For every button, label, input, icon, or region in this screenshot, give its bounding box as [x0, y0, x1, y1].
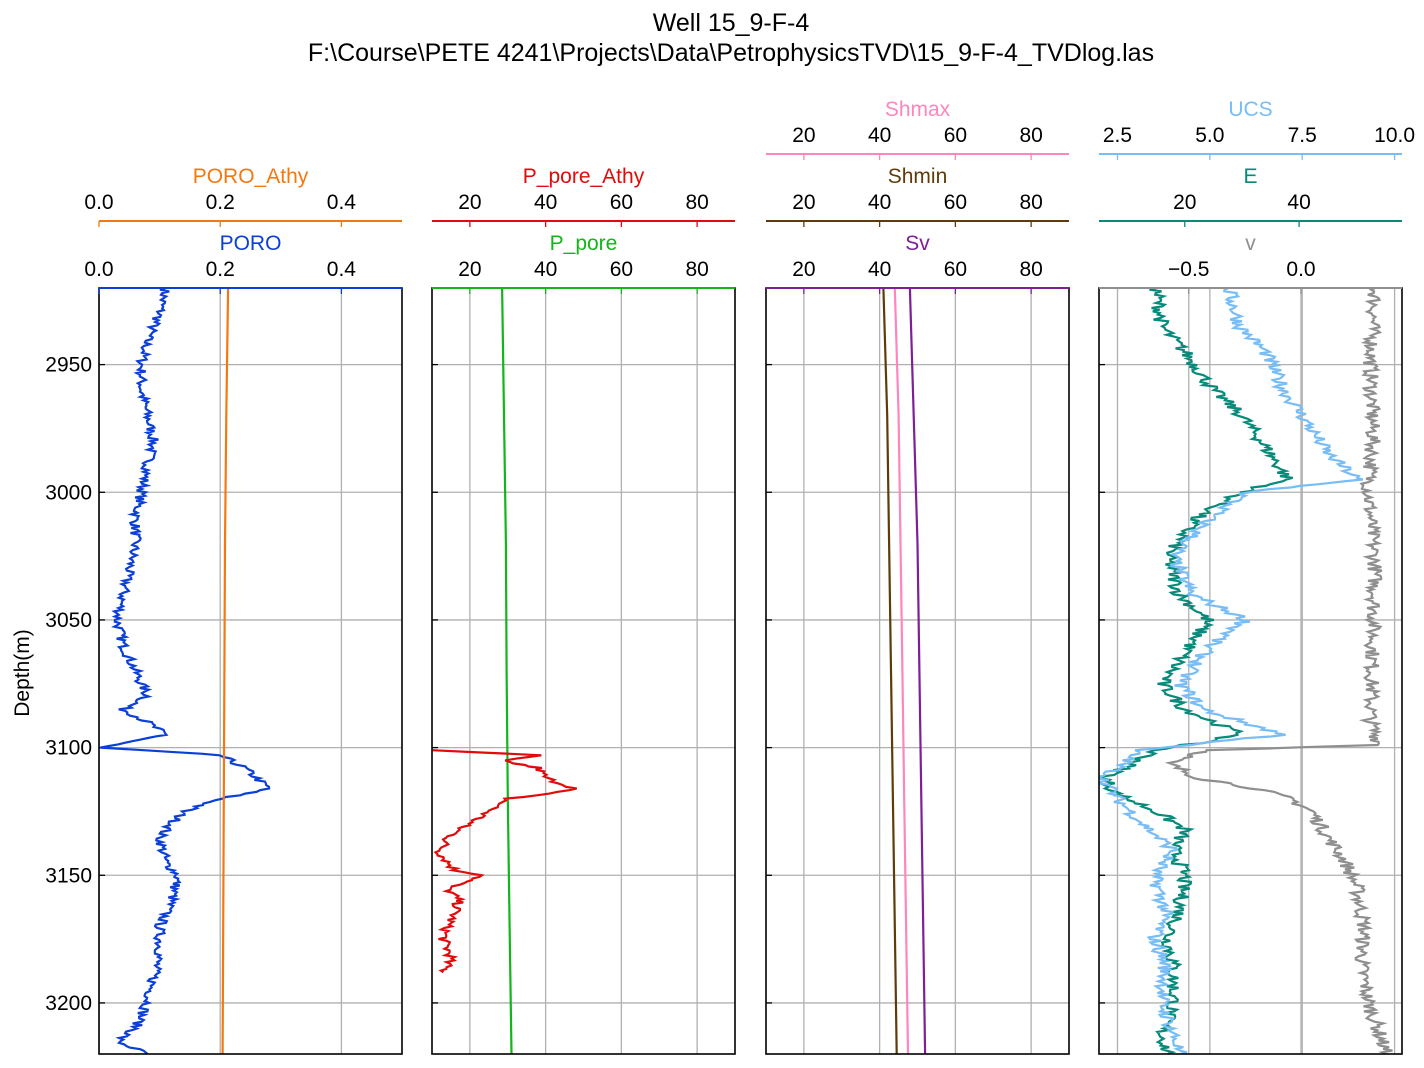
track-1: 0.0 0.2 0.4 PORO 0.0 0.2 0.4 PORO_Athy 2950 3000 3… — [45, 165, 403, 1055]
y-tick-label: 2950 — [45, 354, 92, 377]
axis-title-p_pore_athy: P_pore_Athy — [523, 165, 645, 188]
x-tick-label: 40 — [868, 191, 891, 214]
axis-title-poro_athy: PORO_Athy — [193, 165, 309, 188]
series-line-shmax — [893, 288, 910, 1054]
y-tick-label: 3200 — [45, 992, 92, 1015]
y-tick-label: 3150 — [45, 864, 92, 887]
y-tick-label: 3050 — [45, 609, 92, 632]
series-line-e — [1099, 288, 1293, 1054]
series-line-shmin — [882, 288, 898, 1054]
x-tick-label: 60 — [944, 191, 967, 214]
x-tick-label: 0.2 — [206, 258, 235, 281]
x-tick-label: 10.0 — [1374, 124, 1415, 147]
x-tick-label: 0.0 — [84, 191, 113, 214]
figure-title: Well 15_9-F-4 — [653, 9, 810, 37]
x-tick-label: 40 — [534, 258, 557, 281]
axis-title-ucs: UCS — [1228, 98, 1272, 121]
log-tracks: 0.0 0.2 0.4 PORO 0.0 0.2 0.4 PORO_Athy 2950 3000 3… — [45, 98, 1415, 1055]
track-2: 20 40 60 80 P_pore 20 40 60 80 P_pore_Athy — [431, 165, 736, 1055]
axis-title-shmax: Shmax — [885, 98, 951, 121]
x-tick-label: 40 — [868, 124, 891, 147]
x-tick-label: 20 — [792, 258, 815, 281]
x-tick-label: 7.5 — [1288, 124, 1317, 147]
x-tick-label: 80 — [1019, 124, 1042, 147]
x-tick-label: 20 — [1173, 191, 1196, 214]
x-tick-label: 60 — [610, 258, 633, 281]
x-tick-label: 60 — [944, 124, 967, 147]
x-tick-label: 0.2 — [206, 191, 235, 214]
x-tick-label: 80 — [685, 258, 708, 281]
x-tick-label: −0.5 — [1168, 258, 1209, 281]
y-tick-label: 3100 — [45, 737, 92, 760]
x-tick-label: 40 — [534, 191, 557, 214]
series-line-ucs — [1099, 288, 1364, 1054]
x-tick-label: 0.4 — [327, 258, 357, 281]
axis-title-shmin: Shmin — [888, 165, 948, 188]
x-tick-label: 40 — [1287, 191, 1310, 214]
series-line-poro — [100, 288, 271, 1054]
series-line-p_pore_athy — [432, 749, 577, 974]
x-tick-label: 20 — [458, 258, 481, 281]
x-tick-label: 2.5 — [1103, 124, 1132, 147]
track-frame — [98, 287, 403, 1055]
x-tick-label: 20 — [792, 124, 815, 147]
track-4: −0.5 0.0 v 20 40 E 2.5 5.0 7.5 10.0 UCS — [1098, 98, 1415, 1055]
series-line-p_pore — [501, 288, 513, 1054]
x-tick-label: 80 — [1019, 191, 1042, 214]
x-tick-label: 0.0 — [1286, 258, 1315, 281]
y-tick-label: 3000 — [45, 481, 92, 504]
track-frame — [431, 287, 736, 1055]
track-3: 20 40 60 80 Sv 20 40 60 80 Shmin 20 40 60 80 Shmax — [765, 98, 1070, 1055]
x-tick-label: 80 — [685, 191, 708, 214]
axis-title-p_pore: P_pore — [550, 232, 618, 255]
x-tick-label: 60 — [944, 258, 967, 281]
x-tick-label: 80 — [1019, 258, 1042, 281]
track-frame — [765, 287, 1070, 1055]
x-tick-label: 60 — [610, 191, 633, 214]
figure-subtitle: F:\Course\PETE 4241\Projects\Data\Petrop… — [308, 39, 1154, 67]
axis-title-sv: Sv — [905, 232, 930, 255]
series-line-sv — [908, 288, 927, 1054]
x-tick-label: 20 — [792, 191, 815, 214]
x-tick-label: 5.0 — [1195, 124, 1224, 147]
y-axis-label: Depth(m) — [11, 629, 34, 717]
series-line-v — [1164, 288, 1393, 1054]
axis-title-v: v — [1245, 232, 1256, 255]
axis-title-e: E — [1243, 165, 1257, 188]
x-tick-label: 0.0 — [84, 258, 113, 281]
x-tick-label: 0.4 — [327, 191, 357, 214]
series-line-poro_athy — [221, 288, 230, 1054]
axis-title-poro: PORO — [220, 232, 282, 255]
x-tick-label: 40 — [868, 258, 891, 281]
x-tick-label: 20 — [458, 191, 481, 214]
